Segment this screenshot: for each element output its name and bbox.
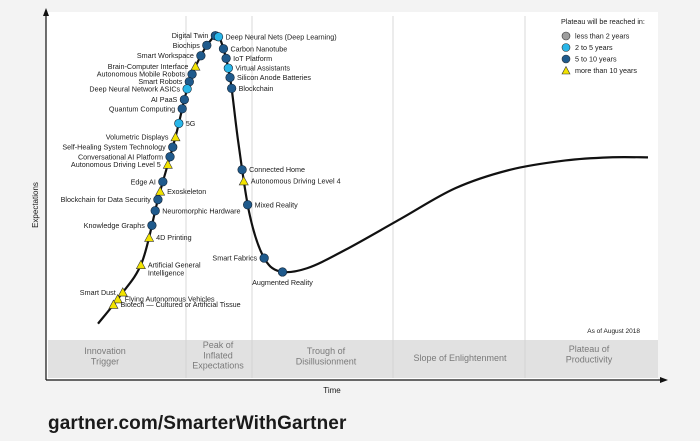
- marker-4d-printing: [144, 232, 155, 242]
- label-autonomous-driving-level-5: Autonomous Driving Level 5: [71, 160, 161, 169]
- label-volumetric-displays: Volumetric Displays: [106, 133, 169, 142]
- marker-biotech-cultured-or-artificial-tissue: [108, 299, 119, 309]
- marker-smart-fabrics: [259, 253, 269, 263]
- phase-label-2: Peak of Inflated Expectations: [192, 340, 244, 371]
- label-connected-home: Connected Home: [249, 165, 305, 174]
- legend-label-less-than-2-years: less than 2 years: [575, 32, 630, 41]
- legend-label-5-to-10-years: 5 to 10 years: [575, 55, 617, 64]
- marker-iot-platform: [221, 53, 231, 64]
- label-flying-autonomous-vehicles: Flying Autonomous Vehicles: [125, 295, 215, 304]
- marker-carbon-nanotube: [218, 44, 229, 54]
- label-biochips: Biochips: [173, 41, 201, 50]
- label-carbon-nanotube: Carbon Nanotube: [230, 44, 287, 53]
- label-silicon-anode-batteries: Silicon Anode Batteries: [237, 73, 311, 82]
- x-axis-arrow: [660, 377, 668, 383]
- legend-marker-2-to-5-years: [561, 43, 571, 52]
- legend-label-more-than-10-years: more than 10 years: [575, 66, 637, 75]
- label-augmented-reality: Augmented Reality: [252, 278, 313, 287]
- label-deep-neural-nets-deep-learning: Deep Neural Nets (Deep Learning): [226, 32, 337, 41]
- marker-virtual-assistants: [223, 63, 233, 73]
- marker-artificial-general-intelligence: [135, 259, 146, 269]
- marker-quantum-computing: [177, 104, 187, 114]
- label-4d-printing: 4D Printing: [156, 233, 192, 242]
- phase-label-1: Innovation Trigger: [84, 346, 126, 366]
- marker-neuromorphic-hardware: [150, 206, 160, 216]
- marker-mixed-reality: [243, 200, 253, 210]
- label-deep-neural-network-asics: Deep Neural Network ASICs: [89, 84, 180, 93]
- phase-label-5: Plateau of Productivity: [566, 344, 613, 364]
- x-axis-title: Time: [323, 386, 341, 395]
- y-axis-title: Expectations: [31, 182, 40, 228]
- marker-autonomous-driving-level-5: [162, 159, 173, 169]
- legend-marker-less-than-2-years: [561, 31, 571, 41]
- marker-deep-neural-network-asics: [182, 84, 192, 94]
- label-ai-paas: AI PaaS: [151, 95, 178, 104]
- plot-background: [46, 12, 658, 380]
- marker-exoskeleton: [155, 186, 166, 196]
- marker-smart-dust: [117, 287, 128, 297]
- label-smart-dust: Smart Dust: [80, 288, 116, 297]
- label-autonomous-driving-level-4: Autonomous Driving Level 4: [251, 177, 341, 186]
- label-autonomous-mobile-robots: Autonomous Mobile Robots: [97, 70, 186, 79]
- marker-connected-home: [237, 165, 247, 175]
- label-quantum-computing: Quantum Computing: [109, 104, 175, 113]
- marker-volumetric-displays: [170, 131, 181, 142]
- marker-deep-neural-nets-deep-learning: [213, 32, 224, 42]
- marker-knowledge-graphs: [147, 220, 157, 231]
- marker-edge-ai: [158, 177, 168, 187]
- phase-label-3: Trough of Disillusionment: [296, 346, 357, 366]
- label-artificial-general-intelligence: Artificial General Intelligence: [148, 260, 201, 277]
- marker-silicon-anode-batteries: [225, 72, 235, 83]
- legend-marker-5-to-10-years: [561, 54, 571, 64]
- marker-ai-paas: [179, 94, 189, 105]
- phase-label-4: Slope of Enlightenment: [413, 353, 507, 363]
- label-neuromorphic-hardware: Neuromorphic Hardware: [162, 206, 240, 215]
- label-smart-robots: Smart Robots: [138, 77, 182, 86]
- as-of-date: As of August 2018: [587, 328, 640, 335]
- legend-marker-more-than-10-years: [561, 65, 571, 75]
- label-knowledge-graphs: Knowledge Graphs: [84, 221, 146, 230]
- marker-blockchain-for-data-security: [153, 195, 163, 205]
- label-biotech-cultured-or-artificial-tissue: Biotech — Cultured or Artificial Tissue: [120, 300, 240, 309]
- label-blockchain-for-data-security: Blockchain for Data Security: [61, 195, 152, 204]
- marker-self-healing-system-technology: [168, 142, 178, 152]
- label-conversational-ai-platform: Conversational AI Platform: [78, 152, 163, 161]
- label-blockchain: Blockchain: [239, 84, 274, 93]
- label-iot-platform: IoT Platform: [233, 54, 272, 63]
- marker-flying-autonomous-vehicles: [112, 293, 123, 304]
- marker-smart-workspace: [196, 51, 206, 61]
- marker-conversational-ai-platform: [165, 152, 175, 162]
- label-exoskeleton: Exoskeleton: [167, 187, 206, 196]
- marker-autonomous-driving-level-4: [238, 175, 249, 186]
- label-smart-workspace: Smart Workspace: [137, 51, 194, 60]
- marker-brain-computer-interface: [190, 61, 201, 71]
- label-brain-computer-interface: Brain-Computer Interface: [108, 62, 189, 71]
- footer-url[interactable]: gartner.com/SmarterWithGartner: [48, 413, 347, 434]
- y-axis-arrow: [43, 8, 49, 16]
- label-self-healing-system-technology: Self-Healing System Technology: [62, 143, 166, 152]
- label-virtual-assistants: Virtual Assistants: [235, 64, 290, 73]
- marker-blockchain: [227, 83, 237, 93]
- legend-label-2-to-5-years: 2 to 5 years: [575, 43, 613, 52]
- marker-augmented-reality: [277, 267, 288, 277]
- label-digital-twin: Digital Twin: [172, 31, 209, 40]
- marker-5g: [174, 118, 184, 129]
- label-5g: 5G: [186, 119, 196, 128]
- label-mixed-reality: Mixed Reality: [255, 200, 299, 209]
- label-smart-fabrics: Smart Fabrics: [212, 254, 257, 263]
- label-edge-ai: Edge AI: [131, 177, 156, 186]
- phase-band: [48, 340, 658, 378]
- marker-biochips: [202, 40, 212, 50]
- legend-title: Plateau will be reached in:: [561, 17, 645, 26]
